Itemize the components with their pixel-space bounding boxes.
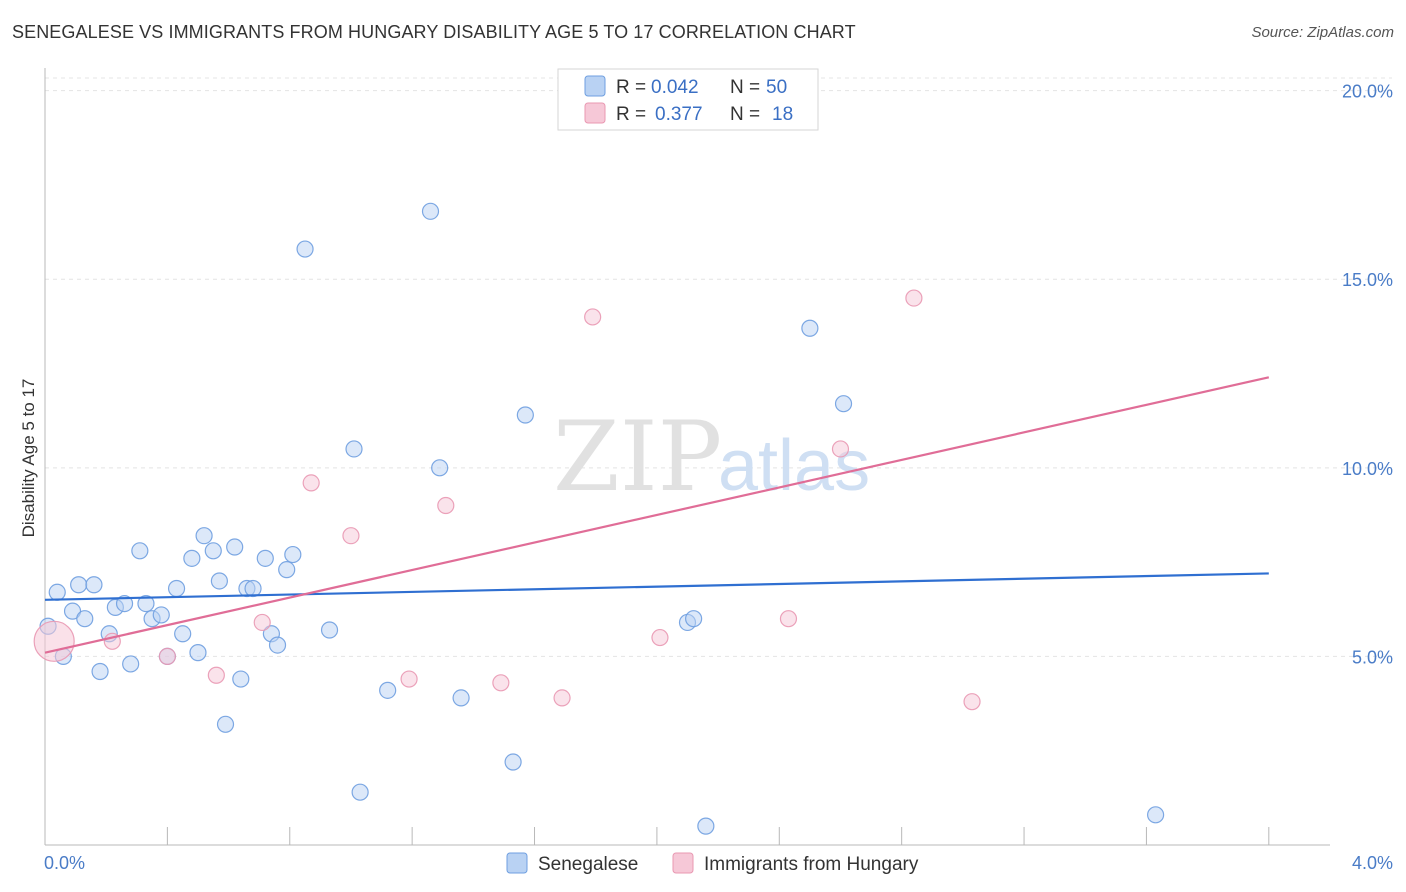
point-senegalese (421, 202, 440, 220)
point-senegalese (516, 406, 534, 424)
legend-r-senegalese: 0.042 (651, 77, 699, 98)
point-hungary (33, 620, 75, 662)
chart-title: SENEGALESE VS IMMIGRANTS FROM HUNGARY DI… (12, 22, 856, 42)
point-hungary (158, 647, 176, 666)
trend-layer (44, 376, 1270, 654)
source-credit: Source: ZipAtlas.com (1251, 24, 1394, 41)
point-hungary (437, 496, 455, 515)
point-senegalese (204, 542, 222, 560)
point-senegalese (115, 595, 134, 613)
point-senegalese (85, 576, 103, 594)
x-tick-min: 0.0% (44, 853, 85, 873)
x-tick-max: 4.0% (1352, 853, 1393, 873)
point-senegalese (189, 644, 207, 662)
y-tick-label: 5.0% (1352, 647, 1393, 667)
axes-layer (44, 68, 1330, 846)
point-hungary (584, 308, 602, 326)
point-hungary (400, 670, 418, 688)
legend-n-senegalese: 50 (766, 77, 787, 98)
legend-n-label: N = (730, 77, 760, 98)
y-tick-label: 10.0% (1342, 459, 1393, 479)
point-hungary (553, 689, 571, 707)
point-senegalese (834, 395, 853, 413)
watermark-zip: ZIP (553, 401, 722, 513)
point-hungary (963, 693, 981, 711)
point-senegalese (278, 561, 296, 579)
point-senegalese (48, 583, 66, 601)
point-senegalese (351, 783, 369, 801)
trendline-senegalese (44, 572, 1269, 601)
legend: R = 0.042 N = 50 R = 0.377 N = 18 (557, 68, 819, 131)
point-senegalese (216, 715, 235, 733)
legend-r-label: R = (616, 104, 646, 125)
point-senegalese (76, 610, 94, 628)
point-senegalese (195, 527, 213, 545)
points-layer (33, 93, 1165, 835)
legend-n-label: N = (730, 104, 760, 125)
point-hungary (651, 628, 669, 647)
point-senegalese (131, 542, 149, 560)
point-senegalese (122, 655, 140, 673)
point-senegalese (345, 440, 363, 458)
point-senegalese (232, 670, 250, 688)
point-senegalese (183, 549, 201, 567)
grid-layer (45, 77, 1392, 657)
point-senegalese (226, 538, 244, 556)
point-senegalese (167, 579, 186, 598)
legend-n-hungary: 18 (772, 104, 793, 125)
point-senegalese (152, 606, 170, 624)
legend-r-hungary: 0.377 (655, 104, 703, 125)
point-senegalese (296, 240, 314, 258)
point-senegalese (256, 549, 274, 567)
point-senegalese (452, 689, 470, 707)
legend-r-label: R = (616, 77, 646, 98)
bottom-legend-swatch-senegalese (506, 852, 528, 874)
point-hungary (302, 474, 320, 492)
bottom-legend-senegalese: Senegalese (538, 854, 638, 875)
point-senegalese (379, 681, 397, 699)
point-senegalese (801, 319, 819, 337)
legend-swatch-senegalese (584, 75, 606, 97)
point-hungary (492, 674, 510, 692)
point-hungary (253, 613, 271, 632)
tick-layer: 5.0% 10.0% 15.0% 20.0% (44, 82, 1393, 845)
point-hungary (831, 440, 850, 458)
bottom-legend: Senegalese Immigrants from Hungary (506, 852, 919, 875)
bottom-legend-hungary: Immigrants from Hungary (704, 854, 919, 875)
point-senegalese (91, 662, 109, 681)
point-senegalese (685, 610, 703, 628)
point-senegalese (697, 817, 715, 835)
point-senegalese (320, 621, 339, 639)
y-tick-label: 20.0% (1342, 82, 1393, 102)
point-hungary (905, 289, 923, 307)
point-senegalese (174, 625, 192, 643)
point-senegalese (244, 579, 262, 598)
watermark-atlas: atlas (718, 426, 870, 506)
point-senegalese (268, 636, 287, 654)
point-senegalese (284, 545, 302, 564)
y-axis-label: Disability Age 5 to 17 (19, 379, 38, 538)
point-senegalese (70, 576, 88, 594)
y-tick-label: 15.0% (1342, 270, 1393, 290)
point-senegalese (210, 572, 228, 590)
point-hungary (342, 527, 360, 545)
bottom-legend-swatch-hungary (672, 852, 694, 874)
point-senegalese (1147, 806, 1165, 824)
point-senegalese (137, 595, 155, 613)
point-hungary (207, 666, 225, 684)
legend-swatch-hungary (584, 102, 606, 124)
point-senegalese (504, 753, 522, 771)
point-senegalese (63, 602, 82, 620)
point-senegalese (431, 459, 449, 477)
point-hungary (779, 610, 798, 628)
watermark: ZIP atlas (553, 401, 870, 513)
trendline-hungary (44, 376, 1270, 654)
